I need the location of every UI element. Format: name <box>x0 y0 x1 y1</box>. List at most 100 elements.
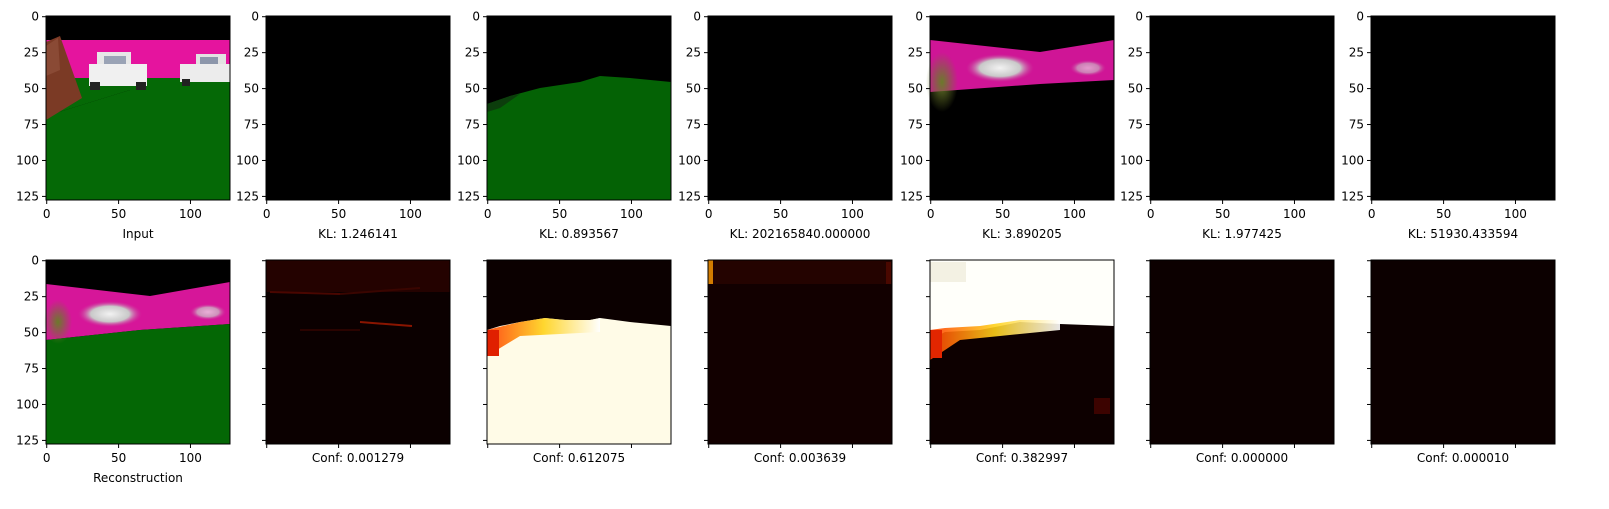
x-tick-label: 0 <box>263 207 271 221</box>
axes-m5: Conf: 0.000000 <box>1146 259 1335 465</box>
y-tick-label: 50 <box>1349 82 1364 96</box>
y-tick-label: 75 <box>908 118 923 132</box>
y-tick-label: 50 <box>465 82 480 96</box>
y-tick-label: 75 <box>24 118 39 132</box>
panel-c4 <box>926 16 1114 200</box>
y-tick-label: 100 <box>678 153 701 167</box>
y-tick-label: 100 <box>457 153 480 167</box>
caption-m3: Conf: 0.003639 <box>754 451 846 465</box>
axes-frame <box>707 259 893 445</box>
caption-c5: KL: 1.977425 <box>1202 227 1282 241</box>
axes-m3: Conf: 0.003639 <box>704 259 893 465</box>
y-tick-label: 125 <box>1120 189 1143 203</box>
x-tick-label: 0 <box>705 207 713 221</box>
x-tick-label: 100 <box>399 207 422 221</box>
y-tick-label: 0 <box>1356 10 1364 24</box>
caption-m6: Conf: 0.000010 <box>1417 451 1509 465</box>
axes-frame <box>1149 15 1335 201</box>
mask-image-4 <box>930 260 1114 444</box>
y-tick-label: 75 <box>686 118 701 132</box>
y-tick-label: 25 <box>24 290 39 304</box>
reconstruction-image <box>44 260 230 444</box>
caption-m1: Conf: 0.001279 <box>312 451 404 465</box>
axes-frame <box>1149 259 1335 445</box>
y-tick-label: 75 <box>1128 118 1143 132</box>
x-tick-label: 0 <box>43 451 51 465</box>
y-tick-label: 100 <box>16 397 39 411</box>
axes-m6: Conf: 0.000010 <box>1367 259 1556 465</box>
axes-c3: 0 25 50 75 100 125 0 50 100 KL: 202165840.000000 <box>678 10 893 241</box>
y-tick-label: 0 <box>251 10 259 24</box>
panel-m2 <box>487 260 671 444</box>
y-tick-label: 50 <box>24 82 39 96</box>
panel-c2 <box>487 16 671 200</box>
x-tick-label: 100 <box>1283 207 1306 221</box>
panel-c1 <box>266 16 450 200</box>
y-tick-label: 0 <box>693 10 701 24</box>
y-tick-label: 125 <box>457 189 480 203</box>
component-image-2 <box>487 16 671 200</box>
y-tick-label: 75 <box>244 118 259 132</box>
x-tick-label: 0 <box>927 207 935 221</box>
axes-c6: 0 25 50 75 100 125 0 50 100 KL: 51930.433594 <box>1341 10 1556 241</box>
axes-frame <box>45 15 231 201</box>
y-tick-label: 50 <box>908 82 923 96</box>
y-tick-label: 75 <box>24 362 39 376</box>
panel-input <box>45 15 231 201</box>
y-tick-label: 100 <box>1120 153 1143 167</box>
x-tick-label: 100 <box>179 207 202 221</box>
input-image <box>46 16 230 200</box>
y-tick-label: 50 <box>1128 82 1143 96</box>
caption-c6: KL: 51930.433594 <box>1408 227 1518 241</box>
panel-c3 <box>708 16 892 200</box>
x-tick-label: 0 <box>43 207 51 221</box>
axes-frame <box>929 15 1115 201</box>
panel-m3 <box>708 260 892 444</box>
x-tick-label: 100 <box>1063 207 1086 221</box>
mask-image-5 <box>1150 260 1334 444</box>
y-tick-label: 25 <box>686 46 701 60</box>
x-tick-label: 100 <box>179 451 202 465</box>
caption-c4: KL: 3.890205 <box>982 227 1062 241</box>
y-tick-label: 125 <box>1341 189 1364 203</box>
y-tick-label: 125 <box>678 189 701 203</box>
x-tick-label: 50 <box>995 207 1010 221</box>
caption-m4: Conf: 0.382997 <box>976 451 1068 465</box>
axes-frame <box>265 15 451 201</box>
caption-m5: Conf: 0.000000 <box>1196 451 1288 465</box>
x-tick-label: 50 <box>111 451 126 465</box>
axes-frame <box>486 259 672 445</box>
panel-c6 <box>1371 16 1555 200</box>
component-image-5 <box>1150 16 1334 200</box>
mask-image-2 <box>487 260 671 444</box>
axes-frame <box>265 259 451 445</box>
y-tick-label: 25 <box>244 46 259 60</box>
axes-m1: Conf: 0.001279 <box>262 259 451 465</box>
mask-image-3 <box>708 260 892 444</box>
caption-c1: KL: 1.246141 <box>318 227 398 241</box>
axes-input: 0 25 50 75 100 125 0 50 100 Input <box>16 10 231 241</box>
y-tick-label: 25 <box>1349 46 1364 60</box>
y-tick-label: 25 <box>1128 46 1143 60</box>
panel-reconstruction <box>44 260 230 444</box>
panel-m5 <box>1150 260 1334 444</box>
caption-input: Input <box>122 227 153 241</box>
car-2 <box>180 54 230 86</box>
panel-m1 <box>266 260 450 444</box>
y-tick-label: 25 <box>24 46 39 60</box>
x-tick-label: 100 <box>1504 207 1527 221</box>
axes-frame <box>1370 259 1556 445</box>
y-tick-label: 100 <box>900 153 923 167</box>
y-tick-label: 0 <box>915 10 923 24</box>
y-tick-label: 0 <box>31 254 39 268</box>
x-tick-label: 0 <box>1147 207 1155 221</box>
y-tick-label: 100 <box>1341 153 1364 167</box>
y-tick-label: 125 <box>900 189 923 203</box>
y-tick-label: 25 <box>465 46 480 60</box>
axes-reconstruction: 0 25 50 75 100 125 0 50 100 Reconstruction <box>16 254 231 485</box>
x-tick-label: 50 <box>331 207 346 221</box>
y-tick-label: 125 <box>16 189 39 203</box>
